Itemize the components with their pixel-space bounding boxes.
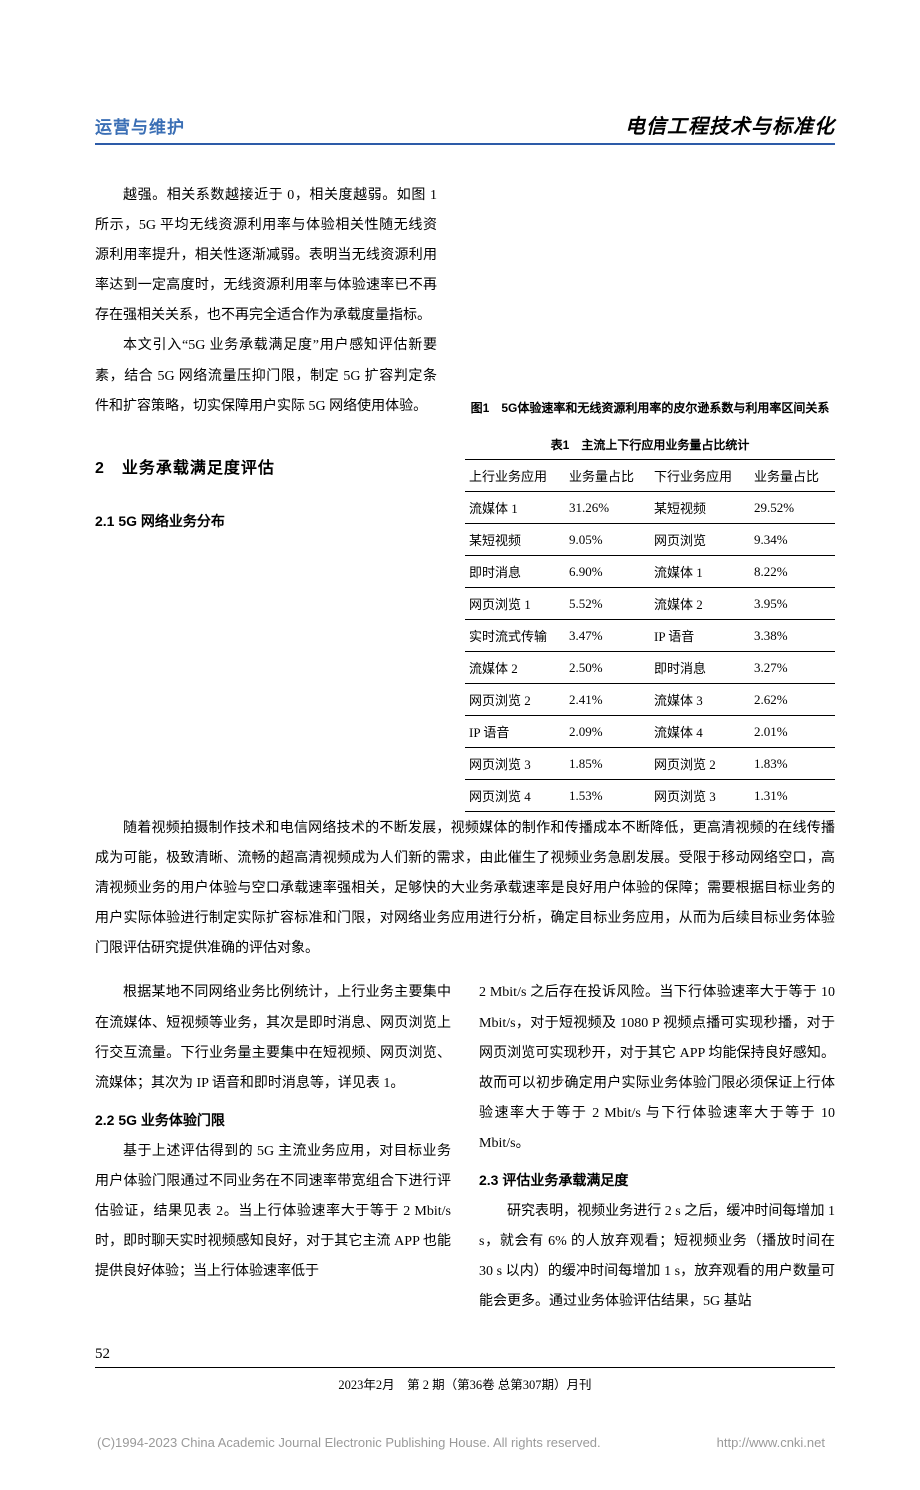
table-cell: IP 语音 [650, 620, 750, 652]
table-cell: 流媒体 4 [650, 716, 750, 748]
table-cell: 网页浏览 1 [465, 588, 565, 620]
table-cell: 1.83% [750, 748, 835, 780]
page-header: 运营与维护 电信工程技术与标准化 [95, 110, 835, 145]
subheading-2-1: 2.1 5G 网络业务分布 [95, 506, 437, 536]
right-column: 图1 5G体验速率和无线资源利用率的皮尔逊系数与利用率区间关系 表1 主流上下行… [465, 181, 835, 812]
table-cell: IP 语音 [465, 716, 565, 748]
para: 基于上述评估得到的 5G 主流业务应用，对目标业务用户体验门限通过不同业务在不同… [95, 1137, 451, 1287]
journal-title: 电信工程技术与标准化 [625, 110, 835, 139]
table-header-cell: 下行业务应用 [650, 460, 750, 492]
table-cell: 1.85% [565, 748, 650, 780]
table-cell: 2.01% [750, 716, 835, 748]
table-cell: 流媒体 2 [650, 588, 750, 620]
para: 随着视频拍摄制作技术和电信网络技术的不断发展，视频媒体的制作和传播成本不断降低，… [95, 814, 835, 964]
upper-columns: 越强。相关系数越接近于 0，相关度越弱。如图 1 所示，5G 平均无线资源利用率… [95, 181, 835, 812]
table-cell: 2.62% [750, 684, 835, 716]
table-cell: 网页浏览 2 [650, 748, 750, 780]
table-cell: 29.52% [750, 492, 835, 524]
table-row: IP 语音2.09%流媒体 42.01% [465, 716, 835, 748]
table-1-caption: 表1 主流上下行应用业务量占比统计 [465, 436, 835, 453]
table-header-cell: 上行业务应用 [465, 460, 565, 492]
table-cell: 6.90% [565, 556, 650, 588]
para: 根据某地不同网络业务比例统计，上行业务主要集中在流媒体、短视频等业务，其次是即时… [95, 978, 451, 1098]
table-cell: 即时消息 [465, 556, 565, 588]
table-row: 上行业务应用业务量占比下行业务应用业务量占比 [465, 460, 835, 492]
table-cell: 即时消息 [650, 652, 750, 684]
table-cell: 9.05% [565, 524, 650, 556]
left-column: 越强。相关系数越接近于 0，相关度越弱。如图 1 所示，5G 平均无线资源利用率… [95, 181, 437, 812]
table-header-cell: 业务量占比 [750, 460, 835, 492]
copyright-text: (C)1994-2023 China Academic Journal Elec… [97, 1435, 601, 1450]
lower-columns: 根据某地不同网络业务比例统计，上行业务主要集中在流媒体、短视频等业务，其次是即时… [95, 978, 835, 1317]
table-cell: 流媒体 2 [465, 652, 565, 684]
table-cell: 流媒体 3 [650, 684, 750, 716]
table-row: 即时消息6.90%流媒体 18.22% [465, 556, 835, 588]
table-row: 网页浏览 31.85%网页浏览 21.83% [465, 748, 835, 780]
table-cell: 网页浏览 3 [650, 780, 750, 812]
section-label: 运营与维护 [95, 113, 185, 138]
table-header-cell: 业务量占比 [565, 460, 650, 492]
table-cell: 某短视频 [650, 492, 750, 524]
table-cell: 网页浏览 [650, 524, 750, 556]
table-cell: 1.31% [750, 780, 835, 812]
page-number: 52 [95, 1346, 835, 1363]
table-cell: 8.22% [750, 556, 835, 588]
table-cell: 网页浏览 2 [465, 684, 565, 716]
table-row: 网页浏览 15.52%流媒体 23.95% [465, 588, 835, 620]
table-cell: 3.38% [750, 620, 835, 652]
table-cell: 5.52% [565, 588, 650, 620]
table-cell: 1.53% [565, 780, 650, 812]
table-row: 流媒体 131.26%某短视频29.52% [465, 492, 835, 524]
table-cell: 3.95% [750, 588, 835, 620]
lower-left-column: 根据某地不同网络业务比例统计，上行业务主要集中在流媒体、短视频等业务，其次是即时… [95, 978, 451, 1317]
page: 运营与维护 电信工程技术与标准化 越强。相关系数越接近于 0，相关度越弱。如图 … [0, 0, 920, 1490]
table-row: 某短视频9.05%网页浏览9.34% [465, 524, 835, 556]
table-cell: 某短视频 [465, 524, 565, 556]
figure-1-chart [465, 181, 835, 391]
table-cell: 3.47% [565, 620, 650, 652]
table-cell: 实时流式传输 [465, 620, 565, 652]
line-chart-svg [465, 181, 835, 391]
para: 研究表明，视频业务进行 2 s 之后，缓冲时间每增加 1 s，就会有 6% 的人… [479, 1197, 835, 1317]
table-cell: 3.27% [750, 652, 835, 684]
table-cell: 2.09% [565, 716, 650, 748]
table-cell: 网页浏览 3 [465, 748, 565, 780]
table-cell: 流媒体 1 [465, 492, 565, 524]
table-row: 实时流式传输3.47%IP 语音3.38% [465, 620, 835, 652]
para: 本文引入“5G 业务承载满足度”用户感知评估新要素，结合 5G 网络流量压抑门限… [95, 331, 437, 421]
table-cell: 2.50% [565, 652, 650, 684]
table-row: 网页浏览 22.41%流媒体 32.62% [465, 684, 835, 716]
table-cell: 网页浏览 4 [465, 780, 565, 812]
subheading-2-2: 2.2 5G 业务体验门限 [95, 1105, 451, 1135]
table-row: 流媒体 22.50%即时消息3.27% [465, 652, 835, 684]
para: 越强。相关系数越接近于 0，相关度越弱。如图 1 所示，5G 平均无线资源利用率… [95, 181, 437, 331]
table-cell: 31.26% [565, 492, 650, 524]
copyright-line: (C)1994-2023 China Academic Journal Elec… [95, 1435, 835, 1450]
para: 2 Mbit/s 之后存在投诉风险。当下行体验速率大于等于 10 Mbit/s，… [479, 978, 835, 1159]
table-cell: 2.41% [565, 684, 650, 716]
table-cell: 流媒体 1 [650, 556, 750, 588]
table-1: 上行业务应用业务量占比下行业务应用业务量占比 流媒体 131.26%某短视频29… [465, 459, 835, 812]
lower-right-column: 2 Mbit/s 之后存在投诉风险。当下行体验速率大于等于 10 Mbit/s，… [479, 978, 835, 1317]
section-heading-2: 2 业务承载满足度评估 [95, 452, 437, 486]
copyright-url: http://www.cnki.net [717, 1435, 825, 1450]
table-cell: 9.34% [750, 524, 835, 556]
issue-line: 2023年2月 第 2 期（第36卷 总第307期）月刊 [95, 1367, 835, 1393]
para-block: 随着视频拍摄制作技术和电信网络技术的不断发展，视频媒体的制作和传播成本不断降低，… [95, 814, 835, 964]
figure-1-caption: 图1 5G体验速率和无线资源利用率的皮尔逊系数与利用率区间关系 [465, 399, 835, 416]
subheading-2-3: 2.3 评估业务承载满足度 [479, 1165, 835, 1195]
table-row: 网页浏览 41.53%网页浏览 31.31% [465, 780, 835, 812]
